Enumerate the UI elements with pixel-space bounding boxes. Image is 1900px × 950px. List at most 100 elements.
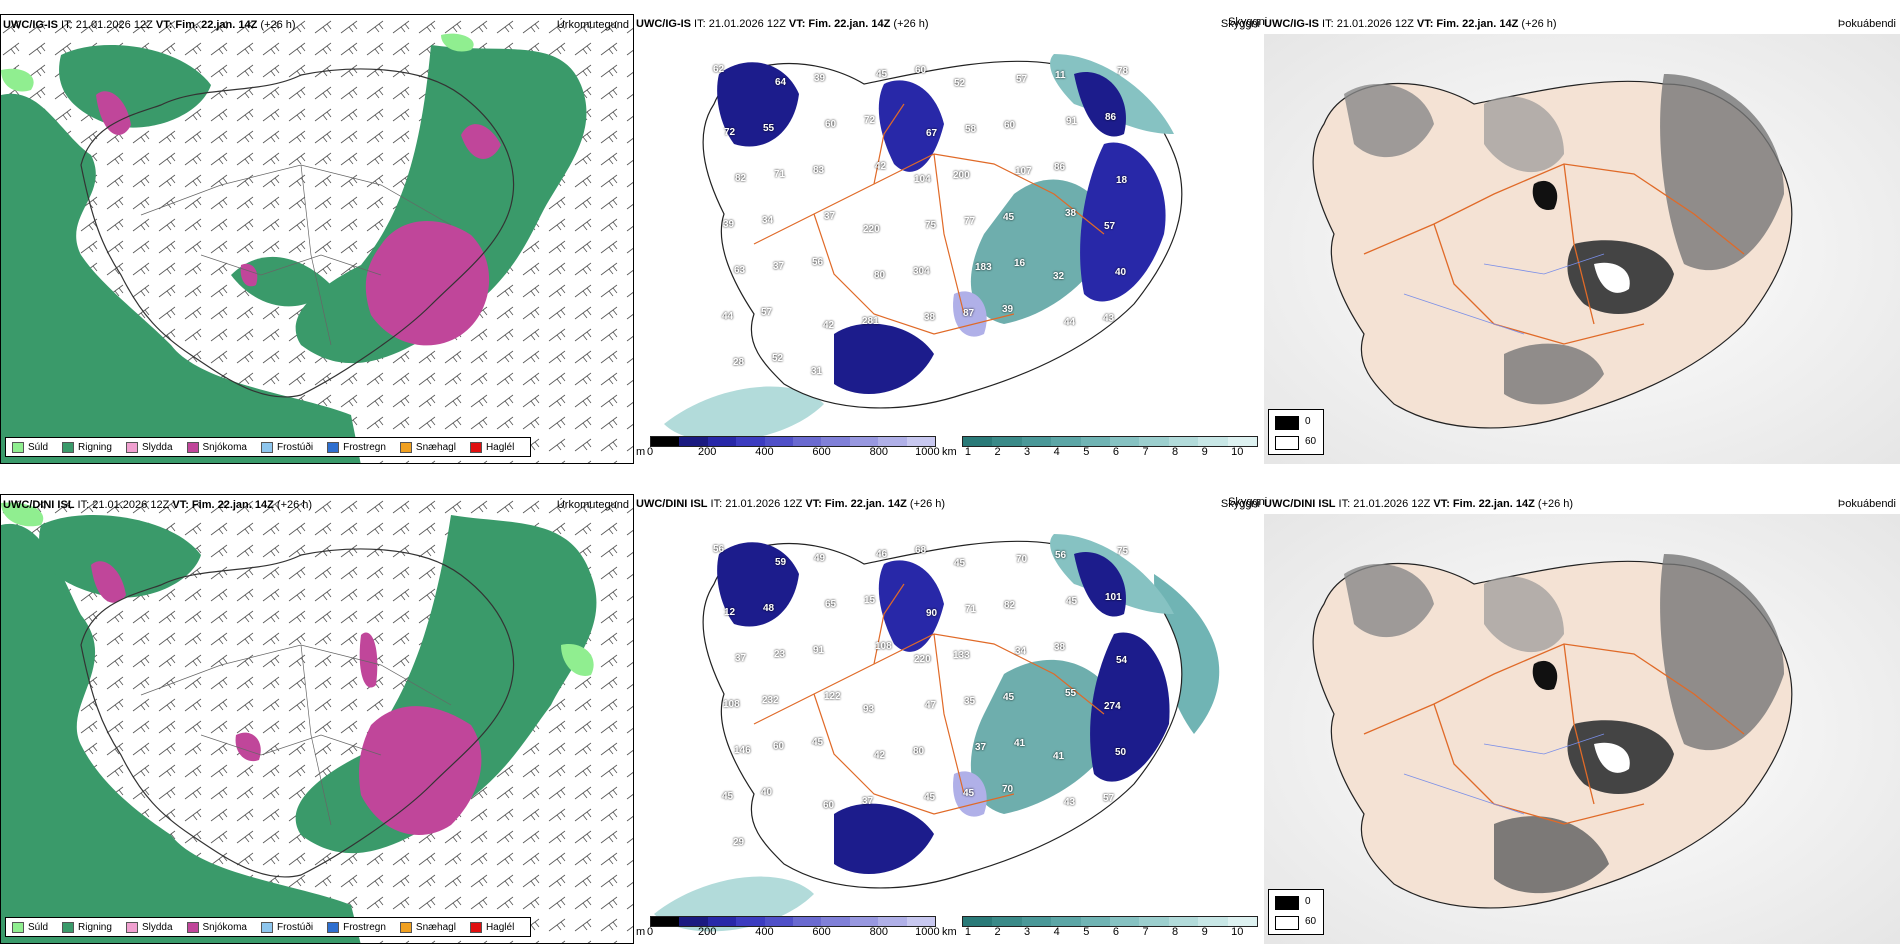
- legend-item: Snjókoma: [186, 921, 247, 933]
- tick: 1000: [915, 446, 940, 458]
- legend-item: Frostregn: [327, 921, 386, 933]
- tick: 9: [1201, 926, 1208, 938]
- fog-grey-s: [1504, 343, 1604, 405]
- rivers: [1403, 253, 1605, 335]
- iceland-outline: [80, 548, 515, 878]
- legend-item: Frostregn: [327, 441, 386, 453]
- tick: 10: [1231, 926, 1244, 938]
- bottom-precip-panel: UWC/DINI ISL IT: 21.01.2026 12Z VT: Fim.…: [0, 494, 634, 944]
- cloudbase-ticks: 0 200 400 600 800 1000: [646, 926, 940, 938]
- vis-haze-sw: [664, 386, 824, 442]
- visibility-unit: km: [942, 926, 957, 938]
- fog-grey-n: [1484, 576, 1564, 653]
- bottom-fog-label: Þokuábendi: [1837, 498, 1896, 510]
- visibility-colorbar: km 1 2 3 4 5 6 7 8 9 10: [942, 434, 1258, 458]
- rain-area-north: [39, 515, 202, 598]
- tick: 8: [1172, 446, 1179, 458]
- rain-area-west: [1, 523, 361, 943]
- tick: 4: [1053, 926, 1060, 938]
- legend-swatch: [186, 441, 199, 453]
- fog-white-glacier: [1594, 742, 1630, 773]
- cloudbase-colorbar: m 0 200 400 600 800 1000: [636, 914, 940, 938]
- fog-grey-n: [1484, 96, 1564, 173]
- fog-grey-nw: [1344, 564, 1434, 638]
- tick: 7: [1142, 926, 1149, 938]
- cloudbase-ticks: 0 200 400 600 800 1000: [646, 446, 940, 458]
- tick: 5: [1083, 926, 1090, 938]
- tick: 6: [1112, 446, 1119, 458]
- tick: 3: [1024, 446, 1031, 458]
- top-fog-title: UWC/IG-IS IT: 21.01.2026 12Z VT: Fim. 22…: [1264, 18, 1557, 30]
- visibility-unit: km: [942, 446, 957, 458]
- snow-area: [359, 706, 482, 835]
- bottom-cloudbase-panel: UWC/DINI ISL IT: 21.01.2026 12Z VT: Fim.…: [634, 494, 1264, 944]
- rain-area-north: [59, 45, 211, 128]
- cloudbase-unit: m: [636, 446, 646, 458]
- legend-value: 0: [1305, 896, 1311, 907]
- vis-teal-east: [970, 659, 1124, 814]
- tick: 600: [812, 926, 831, 938]
- bottom-skyggni-side-label: Skyggni: [1228, 496, 1268, 508]
- cloud-dark-e: [1080, 142, 1166, 302]
- legend-item: Súld: [12, 921, 48, 933]
- tick: 3: [1024, 926, 1031, 938]
- legend-item: Rigning: [62, 441, 112, 453]
- legend-item: Haglél: [469, 921, 514, 933]
- cloud-dark-ne: [1074, 552, 1126, 617]
- bottom-fog-panel: UWC/DINI ISL IT: 21.01.2026 12Z VT: Fim.…: [1264, 494, 1900, 944]
- tick: 5: [1083, 446, 1090, 458]
- cloud-dark-nw: [717, 62, 799, 147]
- rain-area-west: [1, 93, 361, 463]
- bottom-fog-title: UWC/DINI ISL IT: 21.01.2026 12Z VT: Fim.…: [1264, 498, 1574, 510]
- tick: 400: [755, 446, 774, 458]
- precip-legend: Súld Rigning Slydda Snjókoma Frostúði Fr…: [5, 437, 532, 457]
- cloud-dark-ne: [1074, 72, 1126, 137]
- legend-box-black: [1275, 416, 1299, 430]
- legend-item: Frostúði: [260, 441, 313, 453]
- top-fog-label: Þokuábendi: [1837, 18, 1896, 30]
- roads: [753, 103, 1105, 335]
- legend-swatch: [327, 441, 340, 453]
- legend-item: Snjókoma: [186, 441, 247, 453]
- iceland-outline: [80, 68, 515, 398]
- top-precip-type-label: Úrkomutegund: [556, 19, 629, 31]
- visibility-strip: [962, 916, 1258, 927]
- tick: 1000: [915, 926, 940, 938]
- roads: [753, 583, 1105, 815]
- cloudbase-strip: [650, 916, 936, 927]
- fog-dark-spot: [1532, 180, 1558, 210]
- legend-value: 0: [1305, 416, 1311, 427]
- legend-box-black: [1275, 896, 1299, 910]
- cloud-dark-s: [834, 323, 934, 394]
- vis-haze-e: [1154, 574, 1220, 734]
- visibility-ticks: 1 2 3 4 5 6 7 8 9 10: [962, 446, 1258, 458]
- tick: 200: [698, 926, 717, 938]
- tick: 1: [964, 926, 971, 938]
- snow-area-2: [461, 124, 501, 159]
- top-fog-panel: UWC/IG-IS IT: 21.01.2026 12Z VT: Fim. 22…: [1264, 14, 1900, 464]
- legend-value: 60: [1305, 916, 1317, 927]
- legend-value: 60: [1305, 436, 1317, 447]
- tick: 400: [755, 926, 774, 938]
- visibility-colorbar: km 1 2 3 4 5 6 7 8 9 10: [942, 914, 1258, 938]
- fog-grey-nw: [1344, 84, 1434, 158]
- top-cloud-visibility-label: Skyggni: [1220, 18, 1260, 30]
- tick: 1: [964, 446, 971, 458]
- tick: 4: [1053, 446, 1060, 458]
- legend-box-white: [1275, 916, 1299, 930]
- tick: 0: [646, 926, 654, 938]
- tick: 0: [646, 446, 654, 458]
- legend-swatch: [12, 441, 24, 453]
- roads-outline: [140, 164, 452, 346]
- legend-item: Haglél: [469, 441, 514, 453]
- snow-area-3: [91, 561, 126, 603]
- tick: 800: [869, 446, 888, 458]
- legend-swatch: [62, 441, 75, 453]
- cloud-dark-e: [1090, 632, 1170, 782]
- vis-teal-east: [970, 179, 1114, 324]
- tick: 8: [1172, 926, 1179, 938]
- legend-item: Súld: [12, 441, 48, 453]
- precip-legend: Súld Rigning Slydda Snjókoma Frostúði Fr…: [5, 917, 532, 937]
- cloud-dark-n: [878, 80, 944, 172]
- legend-swatch: [260, 441, 273, 453]
